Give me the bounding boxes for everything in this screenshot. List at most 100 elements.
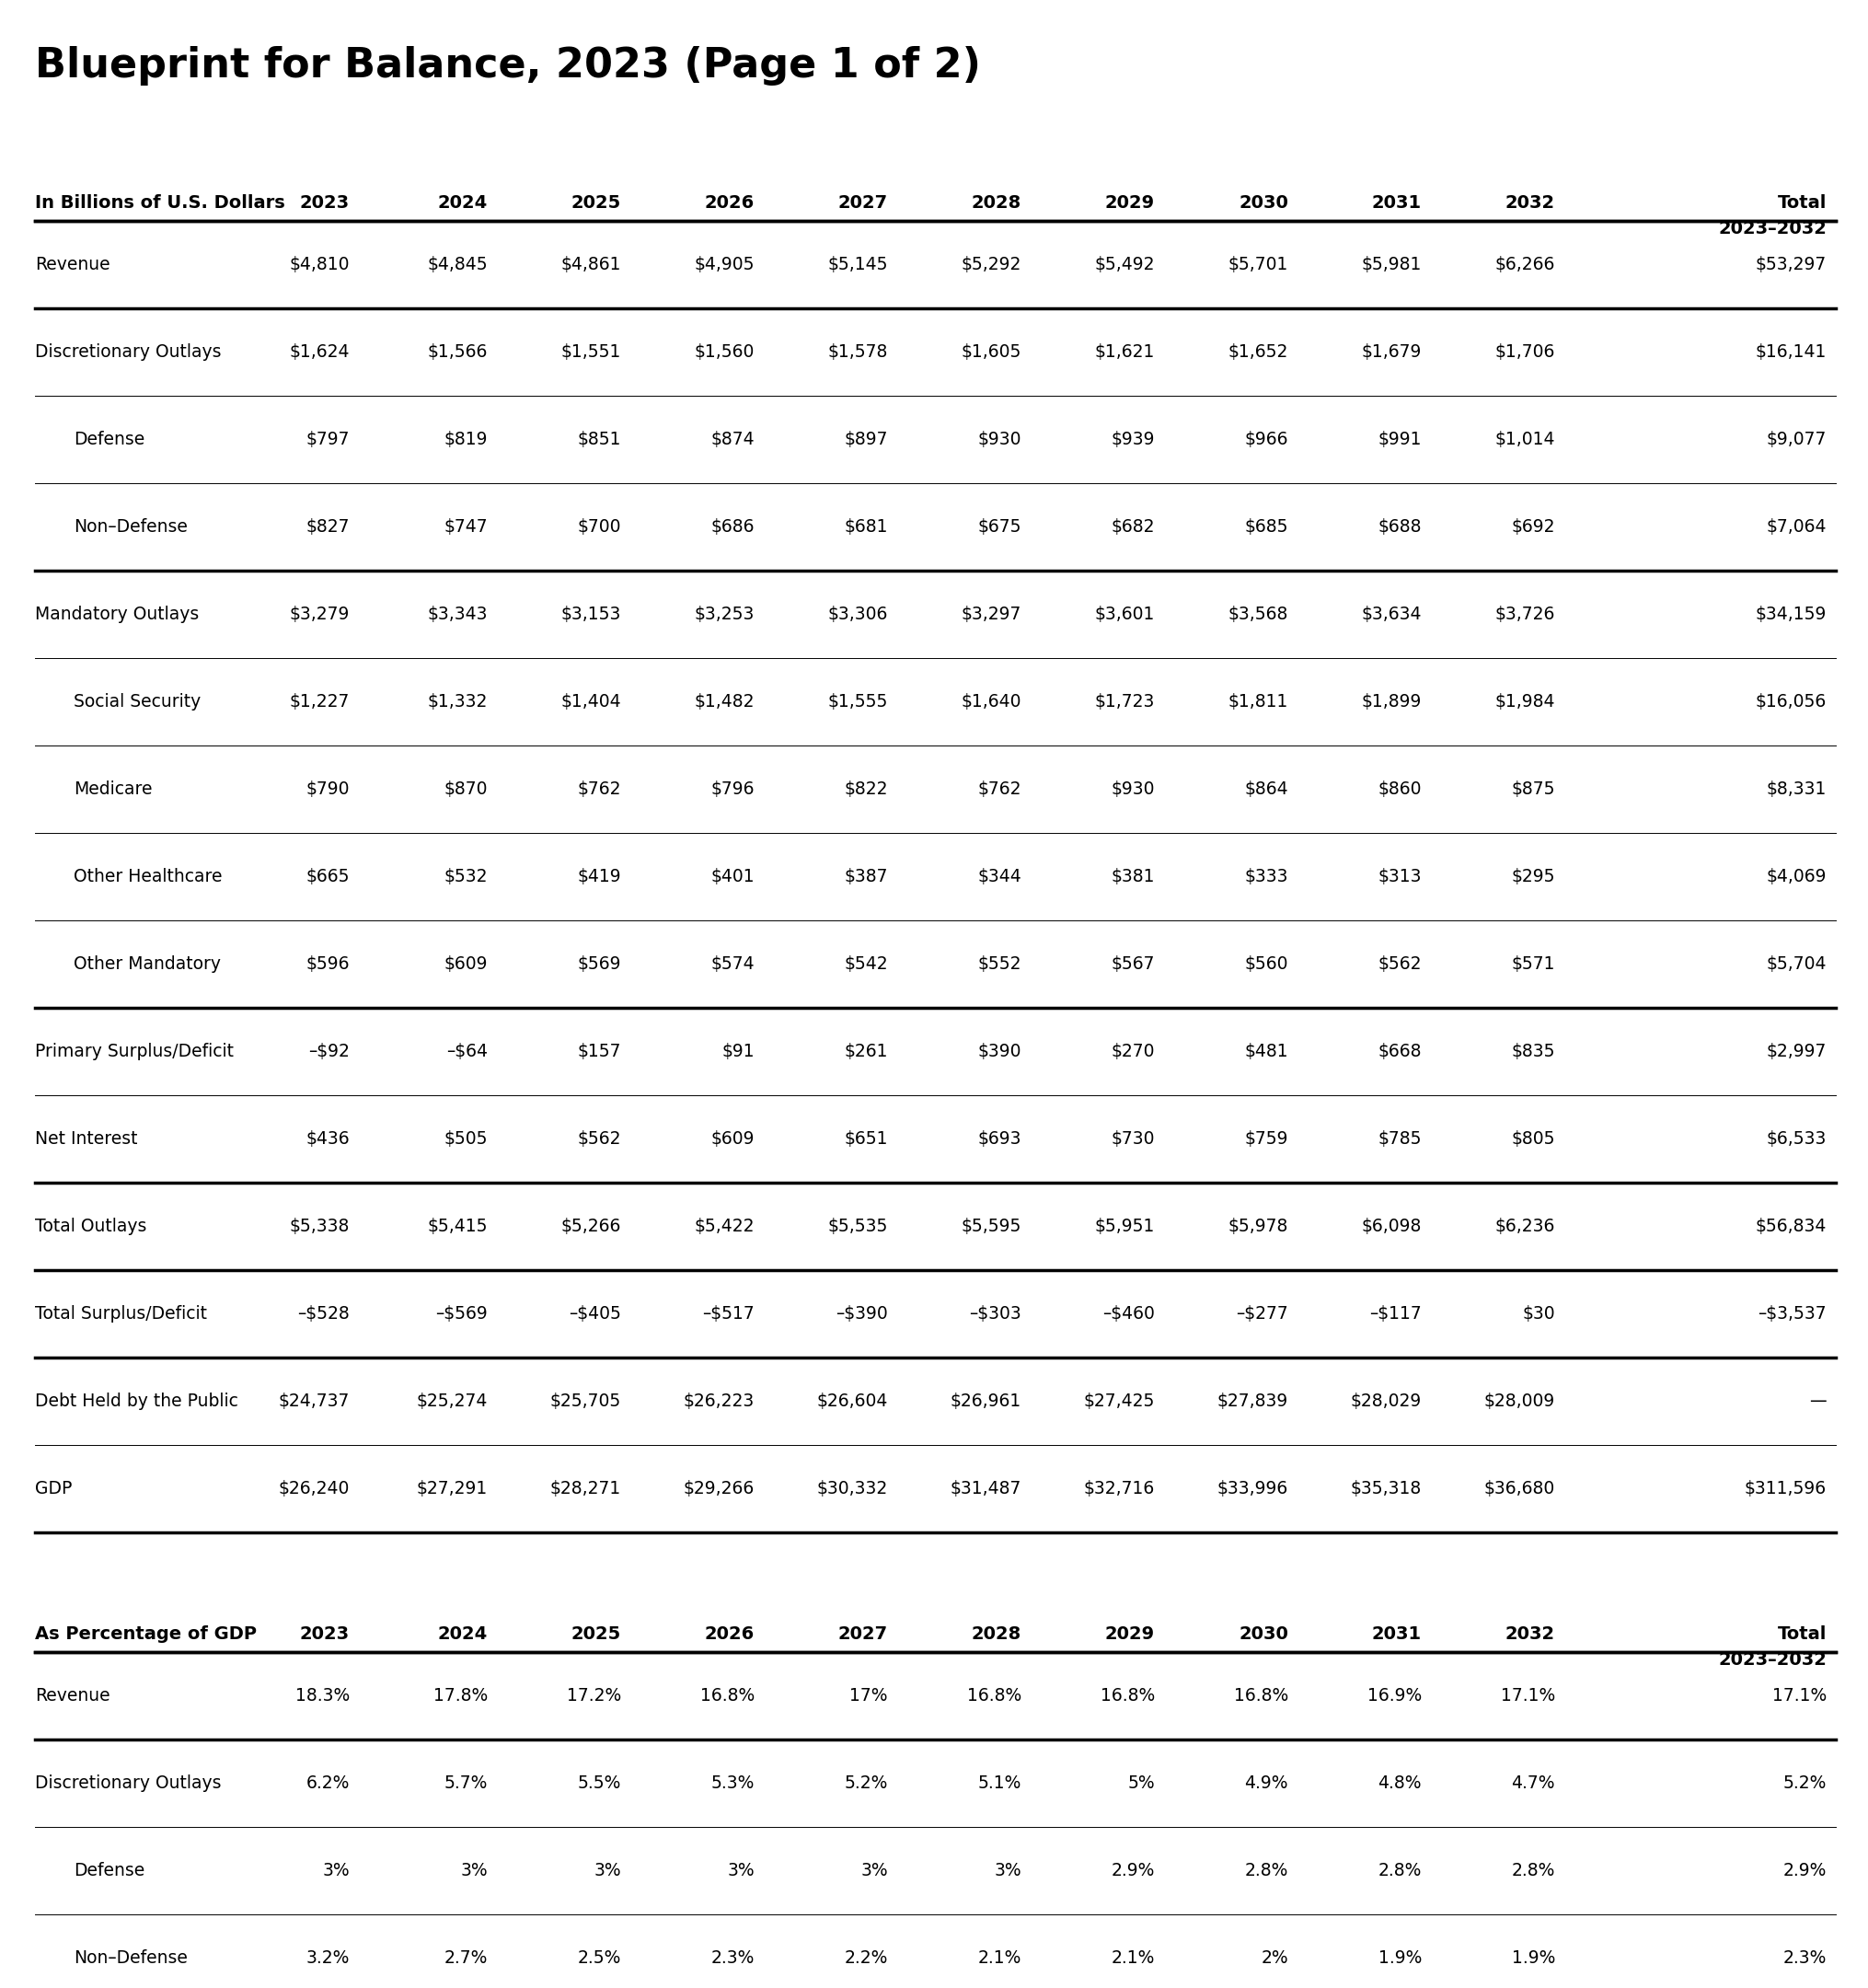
Text: $25,705: $25,705	[549, 1392, 622, 1409]
Text: $32,716: $32,716	[1083, 1479, 1154, 1497]
Text: $24,737: $24,737	[278, 1392, 349, 1409]
Text: $28,271: $28,271	[549, 1479, 622, 1497]
Text: $1,605: $1,605	[962, 344, 1022, 360]
Text: 2025: 2025	[572, 195, 622, 211]
Text: $930: $930	[1111, 781, 1154, 797]
Text: 2029: 2029	[1106, 1626, 1154, 1642]
Text: –$528: –$528	[297, 1304, 349, 1322]
Text: Debt Held by the Public: Debt Held by the Public	[35, 1392, 239, 1409]
Text: $864: $864	[1244, 781, 1289, 797]
Text: $3,253: $3,253	[695, 606, 755, 622]
Text: $261: $261	[844, 1044, 887, 1060]
Text: 4.7%: 4.7%	[1511, 1775, 1556, 1791]
Text: $797: $797	[306, 431, 349, 447]
Text: Primary Surplus/Deficit: Primary Surplus/Deficit	[35, 1044, 234, 1060]
Text: $1,332: $1,332	[428, 694, 488, 710]
Text: $3,343: $3,343	[428, 606, 488, 622]
Text: 18.3%: 18.3%	[295, 1688, 349, 1704]
Text: $700: $700	[577, 519, 622, 535]
Text: –$3,537: –$3,537	[1758, 1304, 1827, 1322]
Text: $5,145: $5,145	[828, 256, 887, 272]
Text: Non–Defense: Non–Defense	[73, 1950, 187, 1966]
Text: $1,560: $1,560	[695, 344, 755, 360]
Text: 2023–2032: 2023–2032	[1719, 221, 1827, 237]
Text: $6,533: $6,533	[1767, 1131, 1827, 1147]
Text: $966: $966	[1244, 431, 1289, 447]
Text: $759: $759	[1244, 1131, 1289, 1147]
Text: 2.3%: 2.3%	[712, 1950, 755, 1966]
Text: $1,706: $1,706	[1494, 344, 1556, 360]
Text: 2.1%: 2.1%	[1111, 1950, 1154, 1966]
Text: $5,704: $5,704	[1767, 956, 1827, 972]
Text: Defense: Defense	[73, 431, 144, 447]
Text: –$390: –$390	[835, 1304, 887, 1322]
Text: $3,153: $3,153	[560, 606, 622, 622]
Text: 2%: 2%	[1261, 1950, 1289, 1966]
Text: In Billions of U.S. Dollars: In Billions of U.S. Dollars	[35, 195, 286, 211]
Text: $567: $567	[1111, 956, 1154, 972]
Text: $897: $897	[844, 431, 887, 447]
Text: $574: $574	[710, 956, 755, 972]
Text: 2026: 2026	[704, 1626, 755, 1642]
Text: –$517: –$517	[702, 1304, 755, 1322]
Text: 1.9%: 1.9%	[1379, 1950, 1422, 1966]
Text: $785: $785	[1379, 1131, 1422, 1147]
Text: $381: $381	[1111, 869, 1154, 885]
Text: 2.3%: 2.3%	[1782, 1950, 1827, 1966]
Text: 2.7%: 2.7%	[445, 1950, 488, 1966]
Text: $1,624: $1,624	[290, 344, 349, 360]
Text: $692: $692	[1511, 519, 1556, 535]
Text: 4.9%: 4.9%	[1244, 1775, 1289, 1791]
Text: $688: $688	[1379, 519, 1422, 535]
Text: 16.8%: 16.8%	[968, 1688, 1022, 1704]
Text: 2024: 2024	[437, 195, 488, 211]
Text: $5,951: $5,951	[1095, 1217, 1154, 1235]
Text: 2031: 2031	[1371, 1626, 1422, 1642]
Text: Revenue: Revenue	[35, 256, 110, 272]
Text: $36,680: $36,680	[1483, 1479, 1556, 1497]
Text: $27,291: $27,291	[417, 1479, 488, 1497]
Text: 2.9%: 2.9%	[1111, 1863, 1154, 1879]
Text: $532: $532	[445, 869, 488, 885]
Text: $26,961: $26,961	[951, 1392, 1022, 1409]
Text: $835: $835	[1511, 1044, 1556, 1060]
Text: $939: $939	[1111, 431, 1154, 447]
Text: 2029: 2029	[1106, 195, 1154, 211]
Text: $3,297: $3,297	[962, 606, 1022, 622]
Text: $436: $436	[306, 1131, 349, 1147]
Text: 17.1%: 17.1%	[1773, 1688, 1827, 1704]
Text: $34,159: $34,159	[1756, 606, 1827, 622]
Text: $4,861: $4,861	[560, 256, 622, 272]
Text: 2.8%: 2.8%	[1511, 1863, 1556, 1879]
Text: –$64: –$64	[446, 1044, 488, 1060]
Text: 5.2%: 5.2%	[844, 1775, 887, 1791]
Text: $26,223: $26,223	[684, 1392, 755, 1409]
Text: Total Outlays: Total Outlays	[35, 1217, 148, 1235]
Text: $1,723: $1,723	[1095, 694, 1154, 710]
Text: 2024: 2024	[437, 1626, 488, 1642]
Text: 17.2%: 17.2%	[566, 1688, 622, 1704]
Text: $481: $481	[1244, 1044, 1289, 1060]
Text: $851: $851	[577, 431, 622, 447]
Text: 17.1%: 17.1%	[1500, 1688, 1556, 1704]
Text: $26,604: $26,604	[816, 1392, 887, 1409]
Text: $874: $874	[710, 431, 755, 447]
Text: $387: $387	[844, 869, 887, 885]
Text: $860: $860	[1379, 781, 1422, 797]
Text: $685: $685	[1244, 519, 1289, 535]
Text: $571: $571	[1511, 956, 1556, 972]
Text: $27,425: $27,425	[1083, 1392, 1154, 1409]
Text: $3,726: $3,726	[1494, 606, 1556, 622]
Text: $822: $822	[844, 781, 887, 797]
Text: $4,069: $4,069	[1767, 869, 1827, 885]
Text: Non–Defense: Non–Defense	[73, 519, 187, 535]
Text: Defense: Defense	[73, 1863, 144, 1879]
Text: Total Surplus/Deficit: Total Surplus/Deficit	[35, 1304, 207, 1322]
Text: $28,029: $28,029	[1351, 1392, 1422, 1409]
Text: $333: $333	[1244, 869, 1289, 885]
Text: Other Mandatory: Other Mandatory	[73, 956, 220, 972]
Text: 2032: 2032	[1506, 195, 1556, 211]
Text: $796: $796	[712, 781, 755, 797]
Text: $805: $805	[1511, 1131, 1556, 1147]
Text: $747: $747	[445, 519, 488, 535]
